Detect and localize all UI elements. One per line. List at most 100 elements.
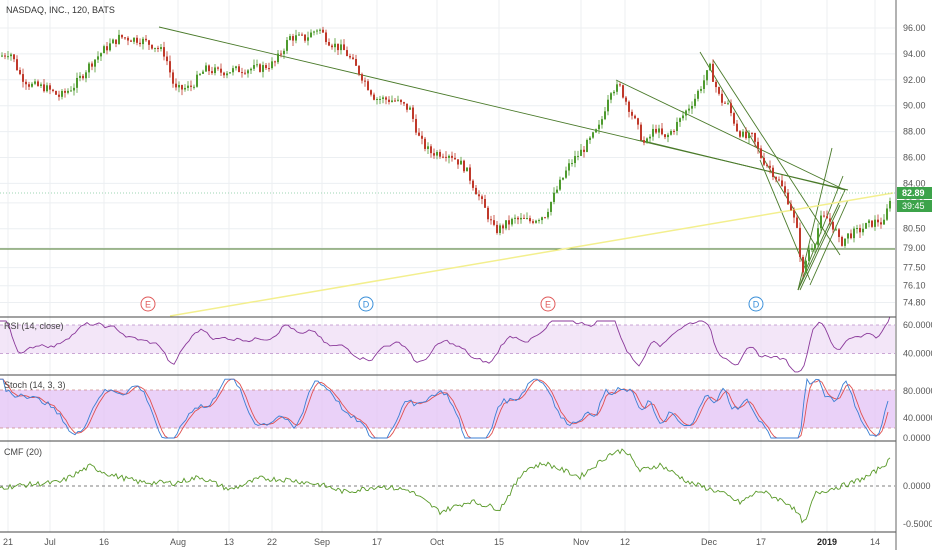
candle-body (475, 187, 477, 195)
candle-body (322, 29, 324, 33)
event-marker-d-3[interactable]: D (748, 296, 764, 312)
event-letter: D (753, 300, 760, 310)
candle-body (715, 81, 717, 88)
event-marker-e-0[interactable]: E (140, 296, 156, 312)
x-tick-label: 13 (224, 537, 234, 547)
x-tick-label: 12 (620, 537, 630, 547)
candle-body (142, 38, 144, 45)
candle-body (628, 101, 630, 112)
candle-body (877, 219, 879, 223)
candle-body (328, 42, 330, 46)
candle-body (166, 56, 168, 62)
x-tick-label: 17 (756, 537, 766, 547)
event-marker-d-1[interactable]: D (358, 296, 374, 312)
candle-body (610, 93, 612, 100)
candle-body (511, 218, 513, 225)
candle-body (808, 249, 810, 261)
candle-body (28, 84, 30, 87)
candle-body (514, 217, 516, 219)
candle-body (400, 99, 402, 103)
candle-body (199, 73, 201, 75)
candle-body (220, 68, 222, 73)
last-price-tag: 82.89 (897, 187, 932, 199)
candle-body (700, 88, 702, 91)
candle-body (91, 63, 93, 67)
candle-body (145, 38, 147, 41)
candle-body (508, 220, 510, 225)
candle-body (781, 180, 783, 187)
candle-body (493, 220, 495, 225)
candle-body (415, 118, 417, 133)
candle-body (607, 99, 609, 112)
candle-body (556, 189, 558, 193)
candle-body (277, 53, 279, 63)
candle-body (427, 146, 429, 149)
candle-body (778, 179, 780, 181)
candle-body (367, 81, 369, 91)
candle-body (835, 229, 837, 231)
candle-body (748, 132, 750, 139)
candle-body (568, 163, 570, 171)
candle-body (292, 36, 294, 41)
event-letter: E (145, 300, 151, 310)
candle-body (253, 65, 255, 69)
candle-body (121, 34, 123, 38)
candle-body (829, 218, 831, 222)
candle-body (655, 128, 657, 133)
candle-body (265, 65, 267, 69)
candle-body (838, 229, 840, 237)
x-tick-label: Sep (314, 537, 330, 547)
candle-body (634, 115, 636, 119)
candle-body (583, 149, 585, 152)
x-tick-label: 16 (99, 537, 109, 547)
candle-body (334, 43, 336, 48)
candle-body (58, 94, 60, 97)
candle-body (133, 37, 135, 42)
price-tick-label: 90.00 (903, 101, 926, 111)
candle-body (832, 221, 834, 230)
candle-body (301, 34, 303, 36)
event-letter: E (545, 300, 551, 310)
candle-body (184, 87, 186, 90)
candle-body (787, 192, 789, 205)
trendline-nov-top (615, 79, 846, 191)
rsi-tick-label: 40.0000 (903, 348, 932, 358)
candle-body (487, 207, 489, 220)
candle-body (280, 53, 282, 55)
candle-body (316, 30, 318, 32)
candle-body (691, 105, 693, 109)
candle-body (373, 94, 375, 100)
candle-body (478, 194, 480, 197)
rsi-line (0, 316, 891, 373)
candle-body (862, 228, 864, 233)
candle-body (616, 84, 618, 92)
price-tick-label: 84.00 (903, 178, 926, 188)
trendline-dec-steep (699, 51, 816, 246)
candle-body (754, 133, 756, 142)
candle-body (295, 35, 297, 41)
candle-body (622, 85, 624, 98)
candle-body (214, 67, 216, 74)
candle-body (697, 90, 699, 99)
event-marker-e-2[interactable]: E (540, 296, 556, 312)
candle-body (880, 222, 882, 225)
candle-body (775, 176, 777, 180)
candle-body (703, 80, 705, 89)
candle-body (733, 113, 735, 124)
candle-body (13, 54, 15, 60)
candle-body (844, 238, 846, 246)
candle-body (181, 85, 183, 90)
candle-body (193, 86, 195, 88)
candle-body (589, 137, 591, 140)
candle-body (151, 44, 153, 49)
trendline-mid (639, 139, 846, 191)
candle-body (64, 90, 66, 93)
candle-body (424, 138, 426, 149)
candle-body (187, 85, 189, 88)
candle-body (817, 228, 819, 245)
candle-body (97, 56, 99, 60)
candle-body (10, 54, 12, 57)
candle-body (523, 217, 525, 219)
event-circle (140, 296, 156, 312)
candle-body (727, 103, 729, 105)
